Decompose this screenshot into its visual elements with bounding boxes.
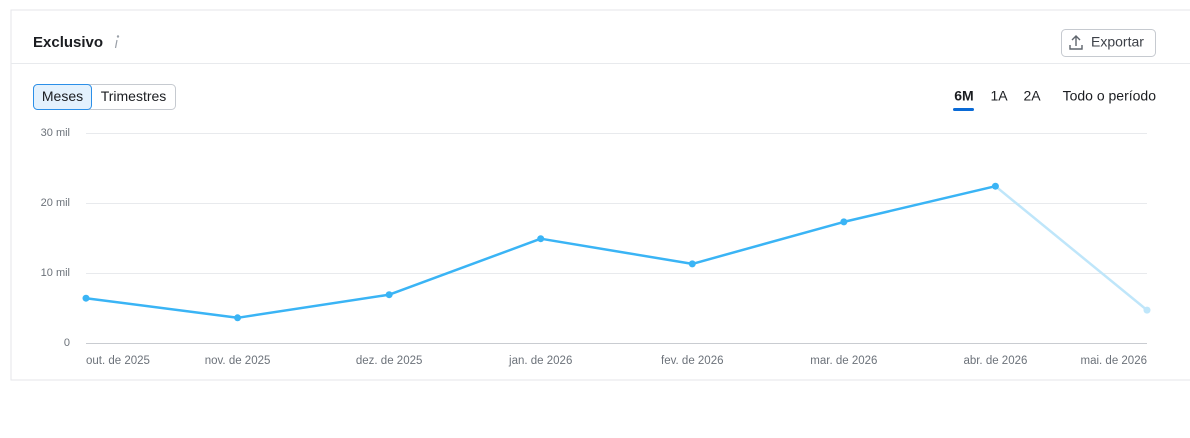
point [82,294,90,302]
x-tick-label: jan. de 2026 [508,355,572,367]
period-tab[interactable]: Todo o período [1063,88,1157,104]
export-label: Exportar [1091,34,1144,50]
toggle-active [33,84,92,110]
period-tab[interactable]: 1A [990,88,1008,104]
x-tick-label: fev. de 2026 [661,355,723,367]
point [537,235,545,243]
projected-line [994,185,1148,312]
card [10,9,1190,381]
export-icon [1069,35,1083,50]
x-tick-label: out. de 2025 [86,355,150,367]
x-tick-label: dez. de 2025 [356,355,423,367]
y-tick-label: 0 [64,337,70,349]
card-title: Exclusivo [33,34,103,51]
export-button[interactable] [1061,29,1156,57]
y-tick-label: 30 mil [41,127,70,139]
x-tick-label: nov. de 2025 [205,355,271,367]
point [385,291,393,299]
point [688,260,696,268]
point [840,218,848,226]
period-tab[interactable]: 2A [1023,88,1041,104]
y-tick-label: 20 mil [41,197,70,209]
point [234,314,242,322]
period-tab[interactable]: 6M [954,88,973,104]
toggle-option[interactable]: Trimestres [101,88,167,104]
x-tick-label: abr. de 2026 [963,355,1027,367]
x-tick-label: mar. de 2026 [810,355,877,367]
x-tick-label: mai. de 2026 [1081,355,1148,367]
point [1143,306,1151,314]
toggle-option[interactable]: Meses [42,88,83,104]
info-icon[interactable] [114,35,120,49]
point [991,182,999,190]
period-underline [953,108,974,111]
y-tick-label: 10 mil [41,267,70,279]
